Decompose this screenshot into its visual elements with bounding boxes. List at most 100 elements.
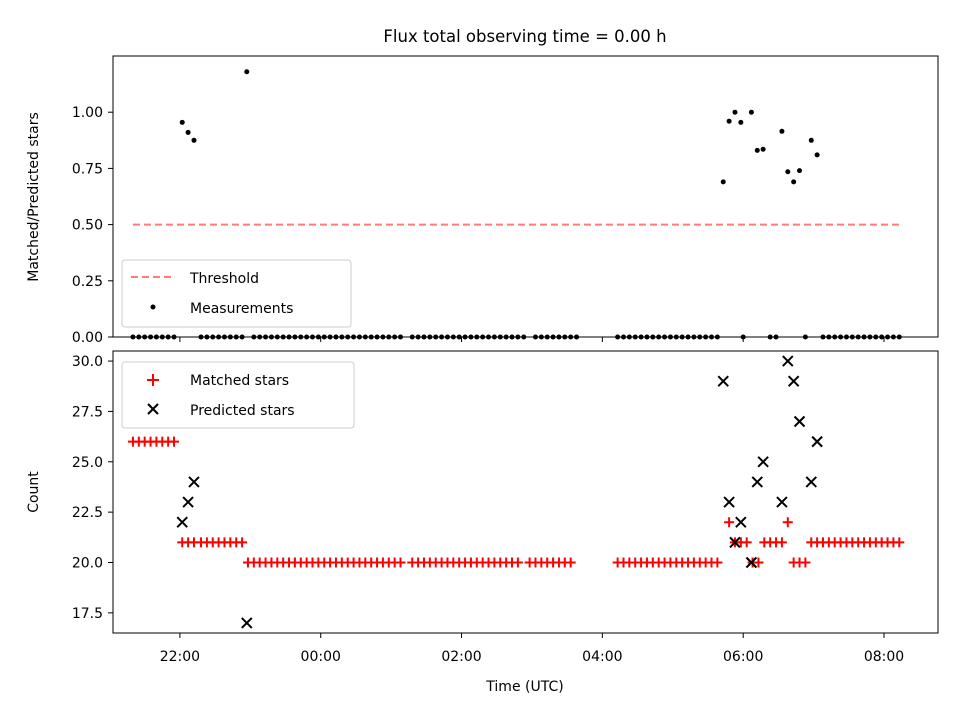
measurement-point — [855, 334, 861, 340]
measurement-point — [632, 334, 638, 340]
measurement-point — [615, 334, 621, 340]
predicted-star-point — [729, 536, 741, 549]
measurement-point — [130, 334, 136, 340]
measurement-point — [439, 334, 445, 340]
measurement-point — [867, 334, 873, 340]
predicted-star-point — [811, 435, 823, 448]
measurement-point — [843, 334, 849, 340]
measurement-point — [462, 334, 468, 340]
measurement-point — [791, 179, 797, 185]
measurement-point — [797, 168, 803, 174]
top-legend-box — [121, 259, 352, 328]
measurement-point — [257, 334, 263, 340]
measurement-point — [691, 334, 697, 340]
top-marks — [130, 69, 902, 340]
matched-star-point — [237, 537, 248, 548]
measurement-point — [550, 334, 556, 340]
measurement-point — [656, 334, 662, 340]
measurement-point — [386, 334, 392, 340]
measurements-legend-swatch — [150, 304, 156, 310]
predicted-star-point — [793, 415, 806, 428]
chart-title: Flux total observing time = 0.00 h — [383, 27, 666, 46]
predicted-star-point — [805, 476, 817, 488]
matched-star-point — [724, 517, 735, 528]
measurement-point — [368, 334, 374, 340]
predicted-legend-label: Predicted stars — [190, 403, 295, 419]
measurement-point — [532, 334, 538, 340]
measurement-point — [814, 152, 820, 158]
x-tick-label: 04:00 — [582, 649, 622, 665]
measurement-point — [626, 334, 632, 340]
measurement-point — [568, 334, 574, 340]
top-y-tick-label: 0.50 — [72, 218, 103, 234]
predicted-star-point — [782, 355, 794, 367]
measurement-point — [204, 334, 210, 340]
measurement-point — [263, 334, 269, 340]
top-y-tick-label: 0.75 — [72, 161, 103, 177]
measurement-point — [738, 119, 744, 125]
matched-star-point — [512, 557, 523, 568]
top-y-tick-label: 0.25 — [72, 274, 103, 290]
measurement-point — [885, 334, 891, 340]
measurement-point — [456, 334, 462, 340]
measurement-point — [298, 334, 304, 340]
measurement-point — [398, 334, 404, 340]
measurement-point — [709, 334, 715, 340]
matched-star-point — [753, 557, 764, 568]
x-tick-label: 06:00 — [723, 649, 763, 665]
x-tick-label: 22:00 — [160, 649, 200, 665]
measurement-point — [486, 334, 492, 340]
measurement-point — [148, 334, 154, 340]
measurement-point — [556, 334, 562, 340]
measurement-point — [292, 334, 298, 340]
measurement-point — [450, 334, 456, 340]
measurement-point — [239, 334, 245, 340]
measurement-point — [754, 147, 760, 153]
measurement-point — [509, 334, 515, 340]
measurement-point — [153, 334, 159, 340]
bottom-y-tick-label: 27.5 — [72, 404, 103, 420]
predicted-star-point — [776, 496, 788, 508]
measurement-point — [714, 334, 720, 340]
predicted-star-point — [723, 496, 735, 508]
predicted-legend-swatch — [147, 403, 159, 415]
matched-star-point — [169, 436, 180, 447]
measurement-point — [679, 334, 685, 340]
measurement-point — [644, 334, 650, 340]
measurement-point — [421, 334, 427, 340]
top-y-axis-label: Matched/Predicted stars — [26, 112, 42, 282]
measurement-point — [662, 334, 668, 340]
bottom-y-tick-label: 25.0 — [72, 455, 103, 471]
measurement-point — [650, 334, 656, 340]
measurement-point — [362, 334, 368, 340]
measurement-point — [544, 334, 550, 340]
measurement-point — [720, 179, 726, 185]
measurement-point — [433, 334, 439, 340]
x-tick-label: 02:00 — [441, 649, 481, 665]
matched-legend-swatch — [147, 374, 159, 386]
x-axis-label: Time (UTC) — [485, 679, 563, 695]
measurement-point — [480, 334, 486, 340]
measurement-point — [191, 137, 197, 143]
matched-star-point — [712, 557, 723, 568]
threshold-legend-label: Threshold — [189, 271, 259, 287]
measurement-point — [310, 334, 316, 340]
measurement-point — [785, 169, 791, 175]
measurement-point — [356, 334, 362, 340]
measurement-point — [773, 334, 779, 340]
measurement-point — [861, 334, 867, 340]
predicted-star-point — [787, 375, 800, 387]
predicted-star-point — [751, 476, 763, 488]
measurement-point — [779, 128, 785, 134]
measurement-point — [185, 129, 191, 135]
measurement-point — [838, 334, 844, 340]
top-panel: 0.00 0.25 0.50 0.75 1.00 Matched/Predicted s… — [26, 55, 939, 346]
measurement-point — [244, 69, 250, 75]
bottom-y-tick-label: 20.0 — [72, 556, 103, 572]
measurement-point — [286, 334, 292, 340]
measurement-point — [136, 334, 142, 340]
measurement-point — [726, 118, 732, 124]
bottom-plot-frame — [112, 350, 939, 634]
measurement-point — [732, 109, 738, 115]
measurement-point — [562, 334, 568, 340]
